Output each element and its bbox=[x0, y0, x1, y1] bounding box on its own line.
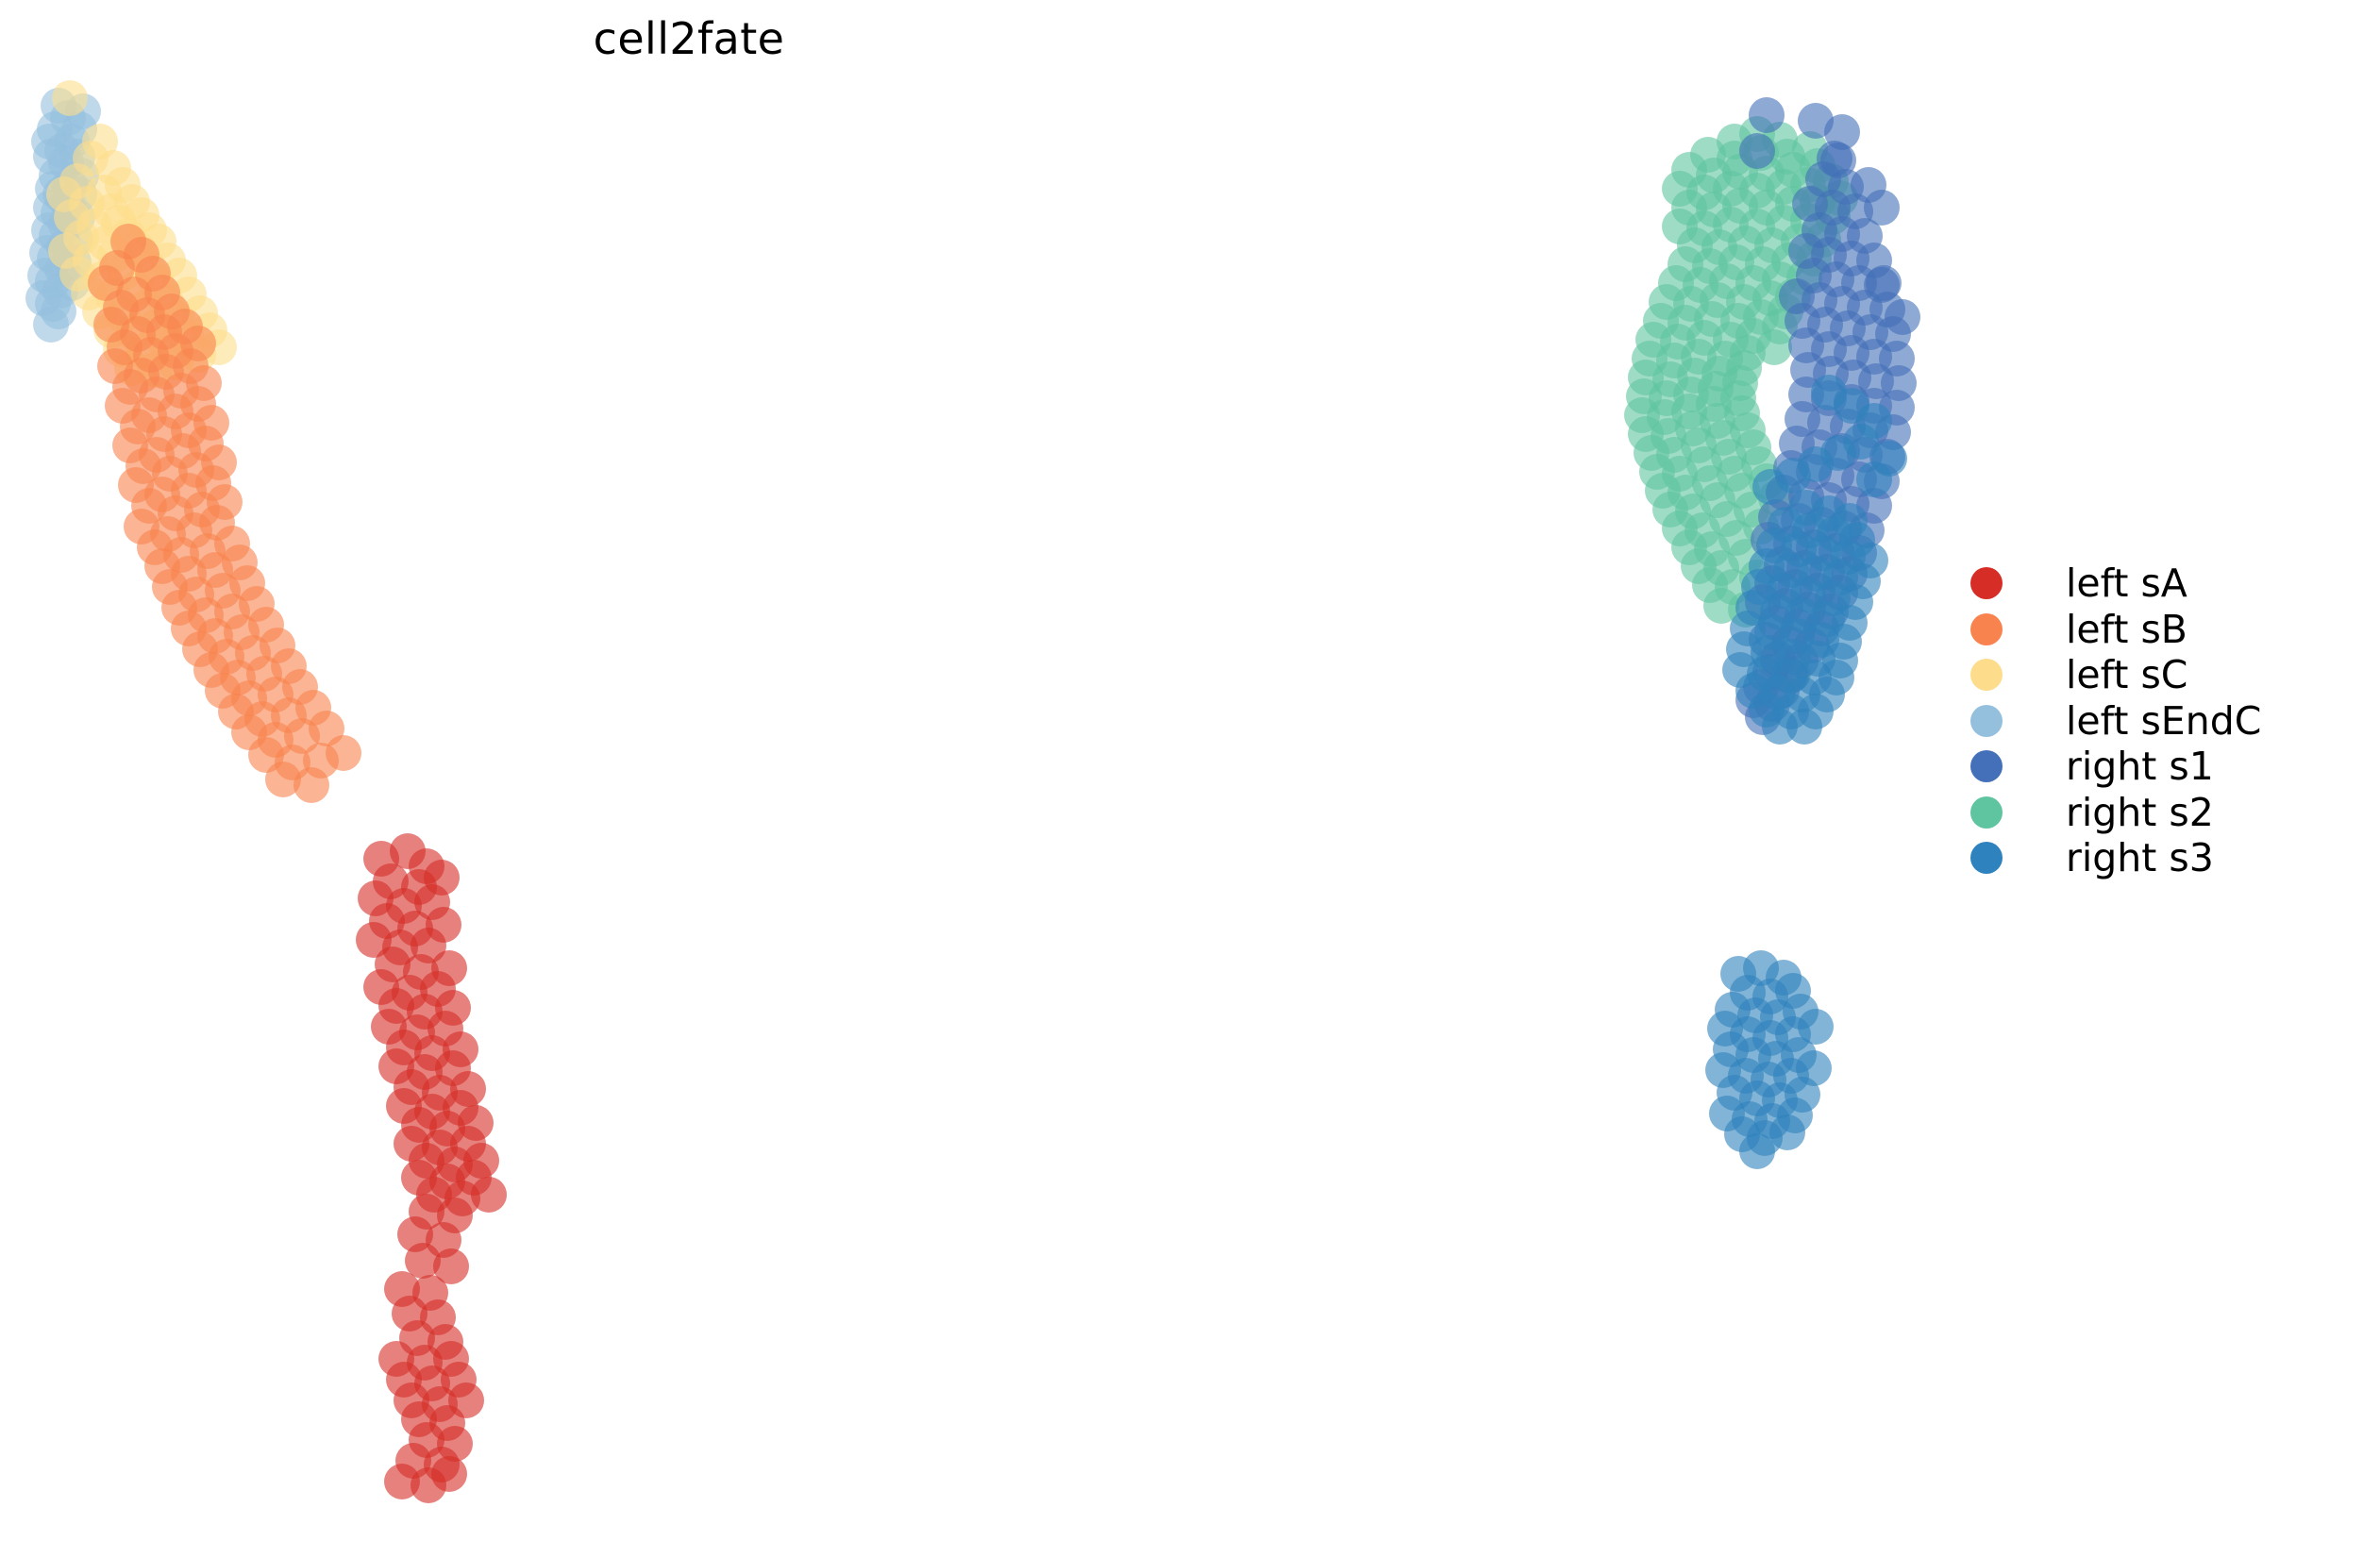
legend-item-left-sendc[interactable]: left sEndC bbox=[1970, 698, 2367, 745]
scatter-point bbox=[1769, 1114, 1805, 1150]
legend-item-left-sb[interactable]: left sB bbox=[1970, 607, 2367, 653]
legend-item-left-sa[interactable]: left sA bbox=[1970, 561, 2367, 607]
scatter-point bbox=[1739, 1133, 1775, 1169]
legend-marker-icon bbox=[1970, 567, 2003, 600]
legend-item-right-s2[interactable]: right s2 bbox=[1970, 790, 2367, 836]
legend-marker-icon bbox=[1970, 612, 2003, 645]
scatter-point bbox=[431, 1456, 467, 1492]
scatter-point bbox=[1739, 133, 1775, 169]
scatter-point bbox=[265, 762, 301, 797]
scatter-point bbox=[326, 735, 361, 771]
legend-marker-icon bbox=[1970, 750, 2003, 783]
scatter-point bbox=[1749, 97, 1785, 133]
scatter-series-right-s3 bbox=[1705, 375, 1907, 1169]
legend-item-label: left sEndC bbox=[2066, 697, 2262, 744]
scatter-point bbox=[1752, 469, 1788, 505]
legend-item-label: right s2 bbox=[2066, 789, 2214, 835]
scatter-point bbox=[33, 139, 69, 175]
scatter-point bbox=[1798, 1009, 1834, 1045]
scatter-point bbox=[1824, 114, 1860, 150]
legend-item-label: left sA bbox=[2066, 561, 2187, 607]
legend-marker-icon bbox=[1970, 842, 2003, 875]
scatter-point bbox=[1885, 299, 1920, 335]
scatter-point bbox=[405, 1243, 441, 1279]
legend-marker-icon bbox=[1970, 796, 2003, 829]
legend-item-label: right s1 bbox=[2066, 744, 2214, 790]
page-title: cell2fate bbox=[593, 13, 785, 64]
legend-marker-icon bbox=[1970, 659, 2003, 692]
legend-item-left-sc[interactable]: left sC bbox=[1970, 652, 2367, 698]
scatter-point bbox=[1786, 709, 1822, 745]
scatter-point bbox=[1762, 709, 1798, 745]
legend-item-label: left sB bbox=[2066, 606, 2187, 652]
legend-item-label: right s3 bbox=[2066, 835, 2214, 881]
scatter-series-left-sb bbox=[88, 224, 361, 803]
scatter-point bbox=[293, 767, 329, 803]
scatter-point bbox=[1851, 167, 1886, 203]
scatter-point bbox=[471, 1177, 507, 1213]
scatter-series-left-sa bbox=[356, 833, 507, 1503]
scatter-point bbox=[33, 307, 69, 343]
scatter-point bbox=[433, 1248, 469, 1284]
legend-item-right-s1[interactable]: right s1 bbox=[1970, 744, 2367, 790]
scatter-point bbox=[52, 80, 88, 116]
scatter-point bbox=[1756, 329, 1792, 365]
legend-marker-icon bbox=[1970, 704, 2003, 737]
scatter-point bbox=[1866, 265, 1902, 301]
legend: left sA left sB left sC left sEndC right s1 r… bbox=[1970, 561, 2367, 881]
scatter-point bbox=[384, 1464, 420, 1499]
scatter-point bbox=[1871, 441, 1907, 477]
legend-item-right-s3[interactable]: right s3 bbox=[1970, 835, 2367, 881]
legend-item-label: left sC bbox=[2066, 652, 2188, 698]
